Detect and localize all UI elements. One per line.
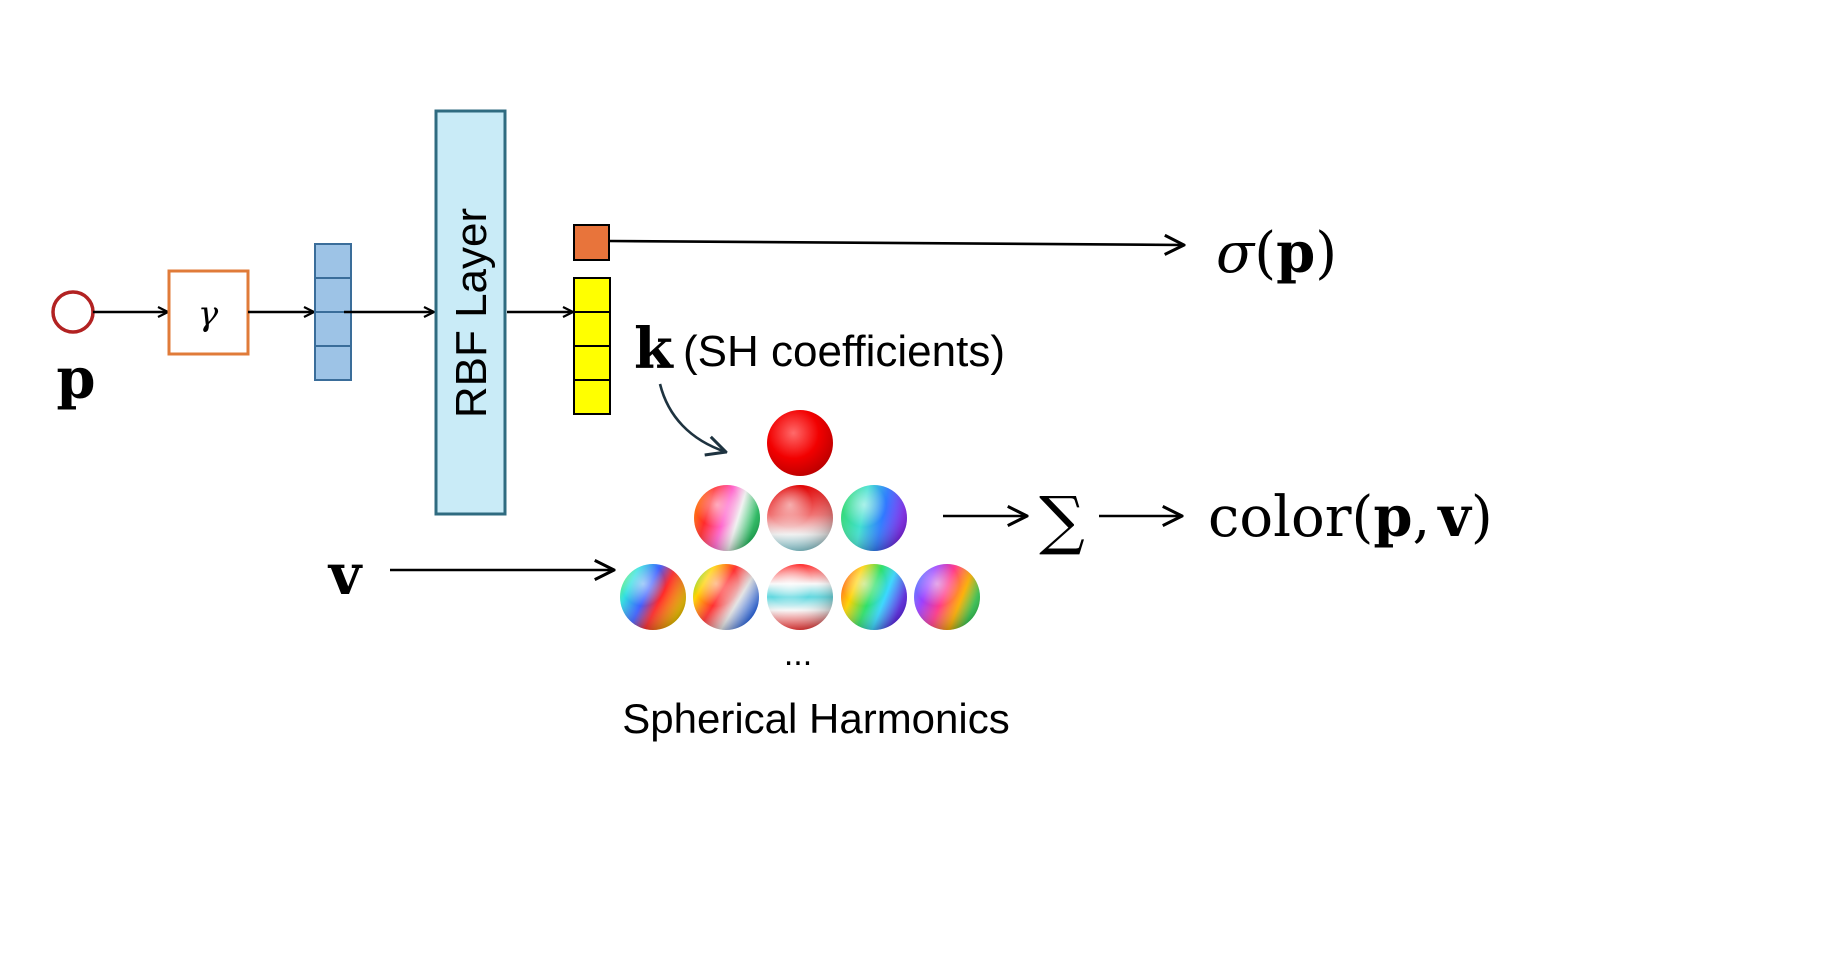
- position-input-label: p: [56, 346, 95, 412]
- color-output-label: color(p, v): [1208, 484, 1493, 550]
- sh-coefficient-symbol: k: [634, 316, 674, 382]
- sum-symbol: ∑: [1039, 484, 1085, 558]
- feature-cell: [314, 311, 352, 347]
- density-output-label: σ(p): [1216, 220, 1337, 286]
- arrow-k-to-spherical-harmonics: [658, 383, 726, 452]
- rbf-layer-block: [434, 109, 507, 516]
- feature-cell: [314, 243, 352, 279]
- sh-sphere: [841, 485, 907, 551]
- feature-cell: [314, 277, 352, 313]
- view-input-label: v: [327, 542, 363, 608]
- position-input-node: [51, 290, 95, 334]
- sh-caption: Spherical Harmonics: [622, 695, 1009, 742]
- encoding-symbol: γ: [198, 294, 219, 334]
- sh-sphere: [693, 564, 759, 630]
- sh-ellipsis: ...: [784, 635, 812, 673]
- sh-sphere: [767, 564, 833, 630]
- sh-cell: [573, 379, 611, 415]
- sh-sphere: [914, 564, 980, 630]
- sh-cell: [573, 311, 611, 347]
- sh-sphere: [694, 485, 760, 551]
- density-cell: [573, 224, 610, 261]
- sh-sphere: [767, 485, 833, 551]
- sh-sphere: [620, 564, 686, 630]
- sh-coefficient-caption: (SH coefficients): [683, 327, 1005, 376]
- sh-cell: [573, 277, 611, 313]
- sh-sphere: [841, 564, 907, 630]
- rbf-layer-label: RBF Layer: [447, 208, 496, 418]
- sh-coefficient-vector: [573, 277, 611, 415]
- spherical-harmonics-pyramid: [620, 410, 980, 630]
- sh-sphere: [767, 410, 833, 476]
- feature-cell: [314, 345, 352, 381]
- feature-vector: [314, 243, 352, 381]
- sh-cell: [573, 345, 611, 381]
- arrow-density-output: [608, 241, 1184, 245]
